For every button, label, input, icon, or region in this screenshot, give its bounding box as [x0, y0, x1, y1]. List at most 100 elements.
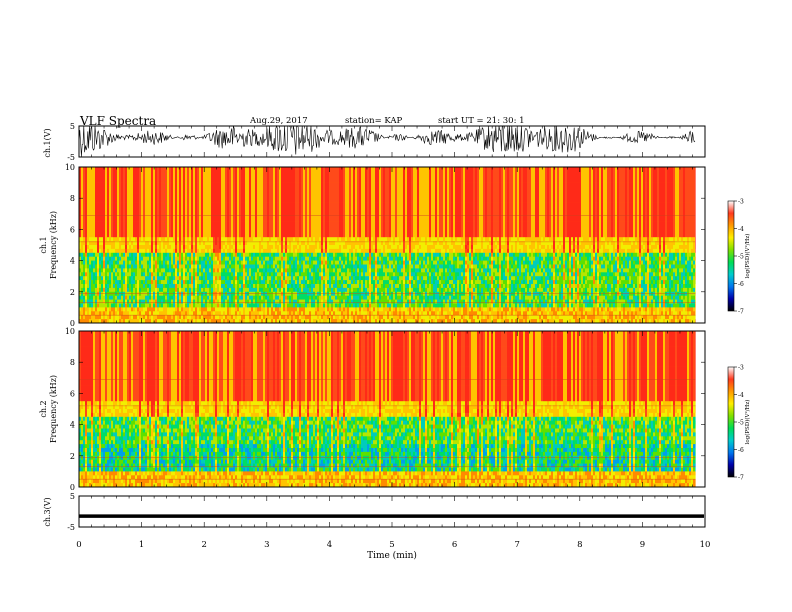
spectrogram-cell: [105, 307, 107, 311]
spectrogram-cell: [131, 218, 133, 222]
spectrogram-cell: [135, 183, 137, 187]
spectrogram-cell: [107, 280, 109, 284]
spectrogram-cell: [139, 276, 141, 280]
spectrogram-cell: [111, 214, 113, 218]
spectrogram-cell: [119, 206, 121, 210]
spectrogram-cell: [135, 261, 137, 265]
spectrogram-cell: [109, 202, 111, 206]
spectrogram-cell: [101, 245, 103, 249]
spectrogram-cell: [103, 276, 105, 280]
spectrogram-cell: [99, 222, 101, 226]
spectrogram-cell: [103, 296, 105, 300]
spectrogram-cell: [115, 237, 117, 241]
spectrogram-cell: [105, 229, 107, 233]
spectrogram-cell: [137, 210, 139, 214]
spectrogram-cell: [113, 300, 115, 304]
spectrogram-cell: [145, 218, 147, 222]
spectrogram-cell: [87, 292, 89, 296]
spectrogram-cell: [103, 198, 105, 202]
spectrogram-cell: [95, 268, 97, 272]
spectrogram-cell: [87, 206, 89, 210]
spectrogram-cell: [119, 202, 121, 206]
spectrogram-cell: [123, 210, 125, 214]
spectrogram-cell: [109, 210, 111, 214]
spectrogram-cell: [117, 249, 119, 253]
spectrogram-cell: [101, 311, 103, 315]
spectrogram-cell: [105, 284, 107, 288]
spectrogram-cell: [115, 183, 117, 187]
spectrogram-cell: [109, 261, 111, 265]
spectrogram-cell: [129, 253, 131, 257]
spectrogram-cell: [105, 276, 107, 280]
spectrogram-cell: [123, 214, 125, 218]
spectrogram-cell: [83, 245, 85, 249]
spectrogram-cell: [113, 226, 115, 230]
spectrogram-cell: [119, 187, 121, 191]
spectrogram-cell: [101, 304, 103, 308]
spectrogram-cell: [93, 276, 95, 280]
spectrogram-cell: [105, 198, 107, 202]
spectrogram-cell: [89, 284, 91, 288]
spectrogram-cell: [101, 280, 103, 284]
spectrogram-cell: [145, 292, 147, 296]
spectrogram-cell: [109, 280, 111, 284]
spectrogram-cell: [145, 206, 147, 210]
spectrogram-cell: [83, 268, 85, 272]
spectrogram-cell: [103, 257, 105, 261]
spectrogram-cell: [135, 288, 137, 292]
spectrogram-cell: [89, 194, 91, 198]
spectrogram-cell: [123, 233, 125, 237]
spectrogram-cell: [111, 237, 113, 241]
spectrogram-cell: [115, 245, 117, 249]
spectrogram-cell: [83, 218, 85, 222]
spectrogram-cell: [131, 187, 133, 191]
spectrogram-cell: [111, 300, 113, 304]
spectrogram-cell: [111, 280, 113, 284]
spectrogram-cell: [139, 292, 141, 296]
spectrogram-cell: [93, 210, 95, 214]
spectrogram-cell: [111, 315, 113, 319]
spectrogram-cell: [143, 268, 145, 272]
spectrogram-cell: [129, 307, 131, 311]
spectrogram-cell: [125, 276, 127, 280]
spectrogram-cell: [91, 304, 93, 308]
spectrogram-cell: [113, 175, 115, 179]
spectrogram-cell: [103, 249, 105, 253]
spectrogram-cell: [97, 206, 99, 210]
spectrogram-cell: [145, 194, 147, 198]
spectrogram-cell: [137, 206, 139, 210]
spectrogram-cell: [115, 261, 117, 265]
spectrogram-cell: [121, 187, 123, 191]
spectrogram-cell: [141, 187, 143, 191]
spectrogram-cell: [87, 272, 89, 276]
spectrogram-cell: [83, 229, 85, 233]
spectrogram-cell: [115, 226, 117, 230]
spectrogram-cell: [95, 304, 97, 308]
spectrogram-cell: [105, 222, 107, 226]
spectrogram-cell: [117, 276, 119, 280]
spectrogram-cell: [113, 202, 115, 206]
spectrogram-cell: [103, 226, 105, 230]
spectrogram-cell: [117, 257, 119, 261]
spectrogram-cell: [85, 296, 87, 300]
spectrogram-cell: [91, 315, 93, 319]
spectrogram-cell: [109, 171, 111, 175]
spectrogram-cell: [133, 268, 135, 272]
spectrogram-cell: [131, 261, 133, 265]
spectrogram-cell: [109, 296, 111, 300]
spectrogram-cell: [81, 280, 83, 284]
spectrogram-cell: [127, 183, 129, 187]
spectrogram-cell: [145, 265, 147, 269]
spectrogram-cell: [93, 253, 95, 257]
spectrogram-cell: [119, 194, 121, 198]
spectrogram-cell: [141, 190, 143, 194]
spectrogram-cell: [81, 276, 83, 280]
spectrogram-cell: [129, 237, 131, 241]
spectrogram-cell: [85, 265, 87, 269]
spectrogram-cell: [117, 233, 119, 237]
spectrogram-cell: [143, 194, 145, 198]
spectrogram-cell: [115, 175, 117, 179]
spectrogram-cell: [137, 245, 139, 249]
spectrogram-cell: [125, 210, 127, 214]
spectrogram-cell: [95, 265, 97, 269]
